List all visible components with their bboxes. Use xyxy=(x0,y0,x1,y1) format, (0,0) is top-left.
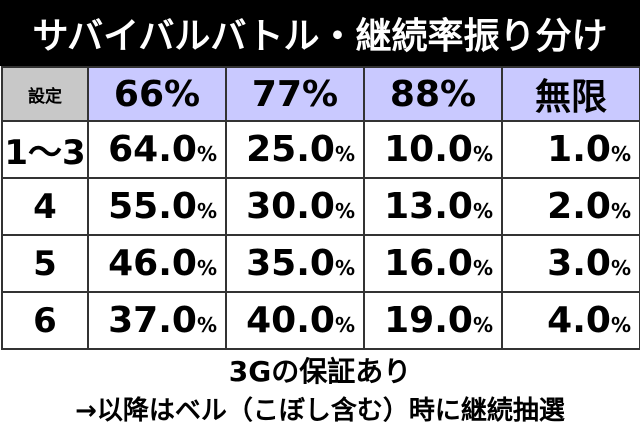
lottery-note: →以降はベル（こぼし含む）時に継続抽選 xyxy=(75,396,565,426)
percent-sign: % xyxy=(610,313,631,337)
table-row: 6 37.0% 40.0% 19.0% 4.0% xyxy=(1,291,640,350)
value-number: 46.0 xyxy=(108,243,197,284)
percent-sign: % xyxy=(334,256,355,280)
value-cell: 46.0% xyxy=(87,234,227,293)
value-number: 64.0 xyxy=(108,129,197,170)
value-number: 25.0 xyxy=(246,129,335,170)
percent-sign: % xyxy=(196,313,217,337)
value-number: 37.0 xyxy=(108,300,197,341)
table-row: 5 46.0% 35.0% 16.0% 3.0% xyxy=(1,234,640,293)
value-number: 40.0 xyxy=(246,300,335,341)
value-number: 2.0 xyxy=(547,186,611,227)
percent-sign: % xyxy=(196,256,217,280)
setting-cell: 6 xyxy=(1,291,89,350)
setting-cell: 4 xyxy=(1,177,89,236)
percent-sign: % xyxy=(472,199,493,223)
percent-sign: % xyxy=(196,142,217,166)
percent-sign: % xyxy=(610,199,631,223)
value-cell: 19.0% xyxy=(363,291,503,350)
percent-sign: % xyxy=(472,142,493,166)
table-header-row: 設定 66% 77% 88% 無限 xyxy=(1,66,640,122)
value-cell: 55.0% xyxy=(87,177,227,236)
setting-cell: 5 xyxy=(1,234,89,293)
column-header: 66% xyxy=(87,66,227,122)
value-cell: 37.0% xyxy=(87,291,227,350)
page-title: サバイバルバトル・継続率振り分け xyxy=(0,0,640,66)
column-header: 77% xyxy=(225,66,365,122)
value-cell: 2.0% xyxy=(501,177,640,236)
percent-sign: % xyxy=(610,142,631,166)
value-number: 55.0 xyxy=(108,186,197,227)
setting-header: 設定 xyxy=(1,66,89,122)
value-cell: 13.0% xyxy=(363,177,503,236)
percent-sign: % xyxy=(472,313,493,337)
setting-cell: 1〜3 xyxy=(1,120,89,179)
value-cell: 35.0% xyxy=(225,234,365,293)
value-cell: 1.0% xyxy=(501,120,640,179)
percent-sign: % xyxy=(334,313,355,337)
percent-sign: % xyxy=(334,142,355,166)
value-cell: 3.0% xyxy=(501,234,640,293)
value-number: 35.0 xyxy=(246,243,335,284)
value-number: 4.0 xyxy=(547,300,611,341)
value-number: 1.0 xyxy=(547,129,611,170)
percent-sign: % xyxy=(334,199,355,223)
percent-sign: % xyxy=(196,199,217,223)
table-row: 4 55.0% 30.0% 13.0% 2.0% xyxy=(1,177,640,236)
value-number: 3.0 xyxy=(547,243,611,284)
value-number: 13.0 xyxy=(384,186,473,227)
value-cell: 30.0% xyxy=(225,177,365,236)
percent-sign: % xyxy=(610,256,631,280)
value-number: 10.0 xyxy=(384,129,473,170)
value-cell: 16.0% xyxy=(363,234,503,293)
value-number: 30.0 xyxy=(246,186,335,227)
value-cell: 40.0% xyxy=(225,291,365,350)
guarantee-note: 3Gの保証あり xyxy=(228,355,412,388)
column-header: 無限 xyxy=(501,66,640,122)
value-cell: 25.0% xyxy=(225,120,365,179)
table-row: 1〜3 64.0% 25.0% 10.0% 1.0% xyxy=(1,120,640,179)
percent-sign: % xyxy=(472,256,493,280)
column-header: 88% xyxy=(363,66,503,122)
value-cell: 10.0% xyxy=(363,120,503,179)
continuation-rate-table: 設定 66% 77% 88% 無限 1〜3 64.0% 25.0% 10.0% … xyxy=(1,66,640,350)
value-cell: 64.0% xyxy=(87,120,227,179)
value-cell: 4.0% xyxy=(501,291,640,350)
value-number: 19.0 xyxy=(384,300,473,341)
value-number: 16.0 xyxy=(384,243,473,284)
